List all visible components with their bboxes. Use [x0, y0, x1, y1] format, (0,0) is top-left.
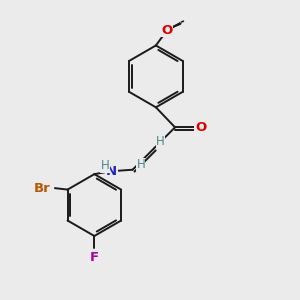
- Text: N: N: [106, 165, 117, 178]
- Text: Br: Br: [34, 182, 50, 195]
- Text: methoxy: methoxy: [182, 21, 188, 22]
- Text: H: H: [136, 158, 145, 171]
- Text: H: H: [156, 135, 165, 148]
- Text: H: H: [100, 159, 109, 172]
- Text: O: O: [161, 24, 173, 37]
- Text: methoxy: methoxy: [180, 21, 186, 22]
- Text: F: F: [90, 251, 99, 264]
- Text: O: O: [195, 121, 206, 134]
